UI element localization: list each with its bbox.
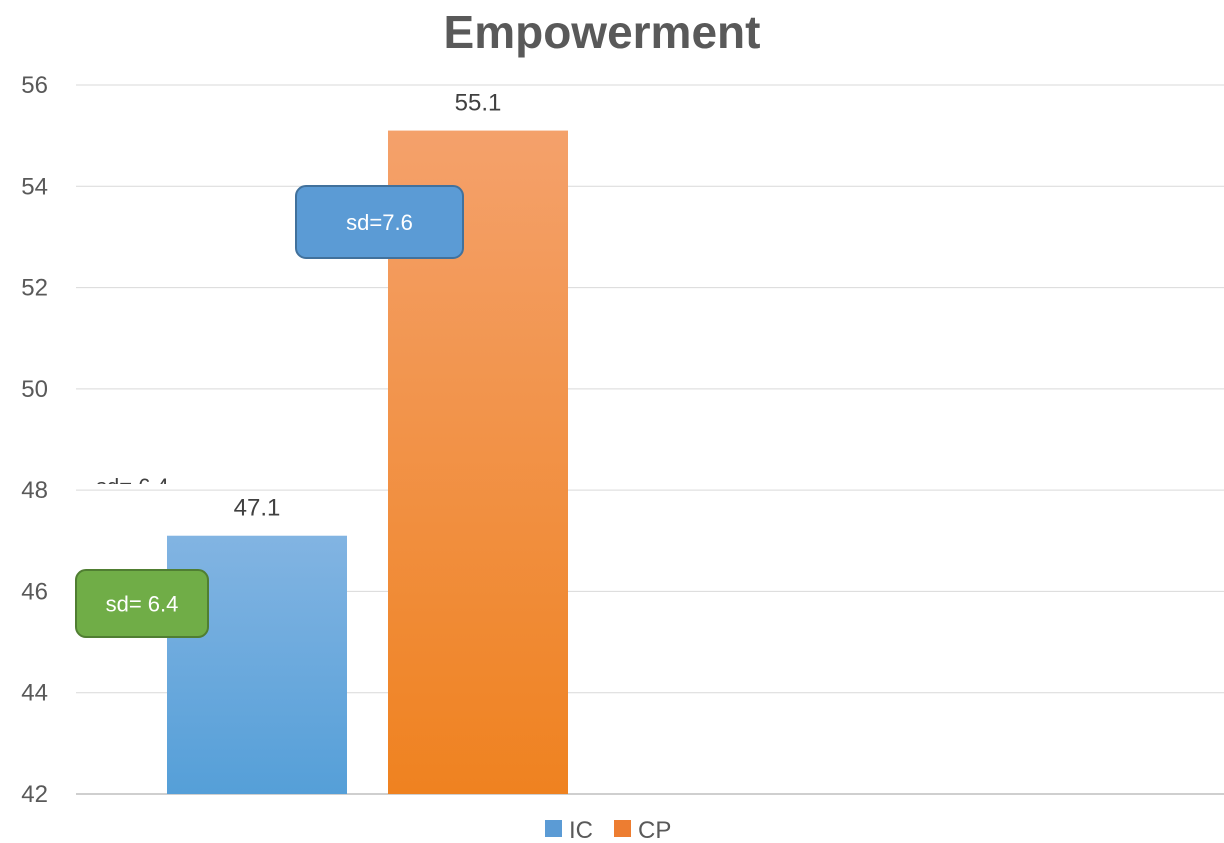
y-tick-label: 50 <box>21 376 48 403</box>
y-tick-label: 44 <box>21 680 48 707</box>
y-tick-label: 48 <box>21 477 48 504</box>
y-axis-ticks: 42 44 46 48 50 52 54 56 <box>21 72 48 808</box>
sd-callout-ic: sd= 6.4 <box>75 569 209 638</box>
sd-callout-text: sd= 6.4 <box>106 592 179 617</box>
sd-callout-cp: sd=7.6 <box>295 185 464 259</box>
chart-title: Empowerment <box>444 6 761 58</box>
y-tick-label: 54 <box>21 173 48 200</box>
data-label-cp: 55.1 <box>455 90 502 117</box>
y-tick-label: 56 <box>21 72 48 99</box>
ghost-sd-label: sd= 6.4 <box>96 474 169 499</box>
y-tick-label: 52 <box>21 275 48 302</box>
sd-callout-text: sd=7.6 <box>346 210 413 235</box>
y-tick-label: 42 <box>21 781 48 808</box>
legend-label-ic: IC <box>569 817 593 843</box>
y-tick-label: 46 <box>21 578 48 605</box>
data-labels: 47.1 55.1 <box>234 90 502 522</box>
legend-swatch-cp <box>614 820 631 837</box>
sd-callout-box <box>295 185 464 259</box>
data-label-ic: 47.1 <box>234 495 281 522</box>
legend: IC CP <box>545 817 671 843</box>
sd-callout-box <box>75 569 209 638</box>
legend-swatch-ic <box>545 820 562 837</box>
legend-label-cp: CP <box>638 817 671 843</box>
sd-callouts: sd= 6.4 sd=7.6 <box>75 185 464 638</box>
